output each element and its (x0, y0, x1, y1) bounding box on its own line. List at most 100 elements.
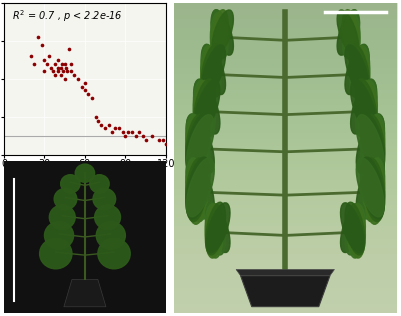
Ellipse shape (348, 204, 365, 258)
Point (156, 137, 162, 142)
Ellipse shape (355, 79, 377, 137)
Circle shape (93, 188, 115, 210)
Ellipse shape (345, 45, 369, 94)
Point (163, 141, 169, 146)
Point (41, 69, 48, 74)
Ellipse shape (360, 114, 385, 176)
Ellipse shape (345, 45, 369, 94)
Point (109, 130, 115, 135)
Ellipse shape (360, 157, 385, 219)
Point (136, 130, 142, 135)
Ellipse shape (206, 202, 225, 255)
Point (149, 133, 156, 138)
Ellipse shape (356, 115, 384, 173)
Ellipse shape (205, 204, 223, 258)
Point (48, 65, 55, 70)
Ellipse shape (360, 114, 385, 176)
Ellipse shape (186, 115, 214, 173)
Point (125, 130, 131, 135)
Circle shape (49, 205, 75, 229)
Ellipse shape (186, 114, 207, 178)
Ellipse shape (186, 114, 210, 176)
Ellipse shape (211, 12, 226, 62)
Point (59, 61, 65, 66)
Ellipse shape (360, 157, 385, 219)
Ellipse shape (337, 10, 358, 55)
Point (44, 61, 51, 66)
Point (140, 133, 146, 138)
Ellipse shape (186, 158, 207, 222)
Ellipse shape (340, 203, 364, 252)
Ellipse shape (342, 10, 360, 58)
Ellipse shape (350, 44, 369, 97)
Ellipse shape (202, 45, 225, 94)
Ellipse shape (186, 117, 206, 181)
Circle shape (75, 164, 95, 182)
Point (129, 130, 135, 135)
Polygon shape (236, 270, 334, 276)
Ellipse shape (363, 158, 385, 222)
Ellipse shape (211, 10, 228, 58)
Point (64, 69, 71, 74)
Ellipse shape (363, 114, 385, 178)
Point (30, 61, 37, 66)
Point (102, 126, 108, 131)
Point (115, 126, 122, 131)
Ellipse shape (350, 80, 376, 134)
Point (95, 118, 101, 123)
X-axis label: Flowering Time (Days): Flowering Time (Days) (30, 172, 140, 182)
Point (60, 69, 67, 74)
Point (45, 54, 52, 59)
Ellipse shape (365, 117, 385, 181)
Ellipse shape (194, 80, 220, 134)
Point (79, 84, 85, 89)
Ellipse shape (358, 81, 377, 140)
Ellipse shape (201, 46, 218, 100)
Circle shape (98, 239, 130, 269)
Ellipse shape (352, 46, 370, 100)
Point (38, 42, 45, 47)
Ellipse shape (186, 115, 214, 173)
Ellipse shape (202, 45, 225, 94)
Ellipse shape (212, 10, 233, 55)
Point (89, 95, 95, 100)
Ellipse shape (345, 202, 365, 255)
Ellipse shape (186, 160, 206, 224)
Circle shape (96, 222, 126, 249)
Ellipse shape (350, 44, 369, 97)
Point (61, 61, 68, 66)
Ellipse shape (337, 10, 358, 55)
Ellipse shape (205, 204, 223, 258)
Ellipse shape (186, 158, 207, 222)
Circle shape (90, 175, 109, 193)
Point (119, 130, 126, 135)
Point (68, 61, 75, 66)
Point (82, 88, 88, 93)
Ellipse shape (356, 115, 384, 173)
Point (65, 46, 72, 51)
Point (55, 65, 61, 70)
Polygon shape (64, 279, 106, 307)
Point (52, 61, 59, 66)
Point (142, 137, 149, 142)
Circle shape (45, 222, 74, 249)
Point (55, 69, 61, 74)
Ellipse shape (342, 10, 360, 58)
Ellipse shape (358, 81, 377, 140)
Ellipse shape (194, 80, 220, 134)
Ellipse shape (186, 157, 210, 219)
Point (75, 76, 81, 82)
Point (34, 35, 41, 40)
Ellipse shape (356, 158, 384, 217)
Ellipse shape (348, 204, 365, 258)
Point (160, 137, 166, 142)
Point (93, 114, 99, 119)
Ellipse shape (352, 46, 370, 100)
Ellipse shape (194, 79, 215, 137)
Point (133, 133, 140, 138)
Ellipse shape (355, 79, 377, 137)
Ellipse shape (186, 157, 210, 219)
Point (71, 73, 77, 78)
Ellipse shape (211, 10, 228, 58)
Point (52, 73, 59, 78)
